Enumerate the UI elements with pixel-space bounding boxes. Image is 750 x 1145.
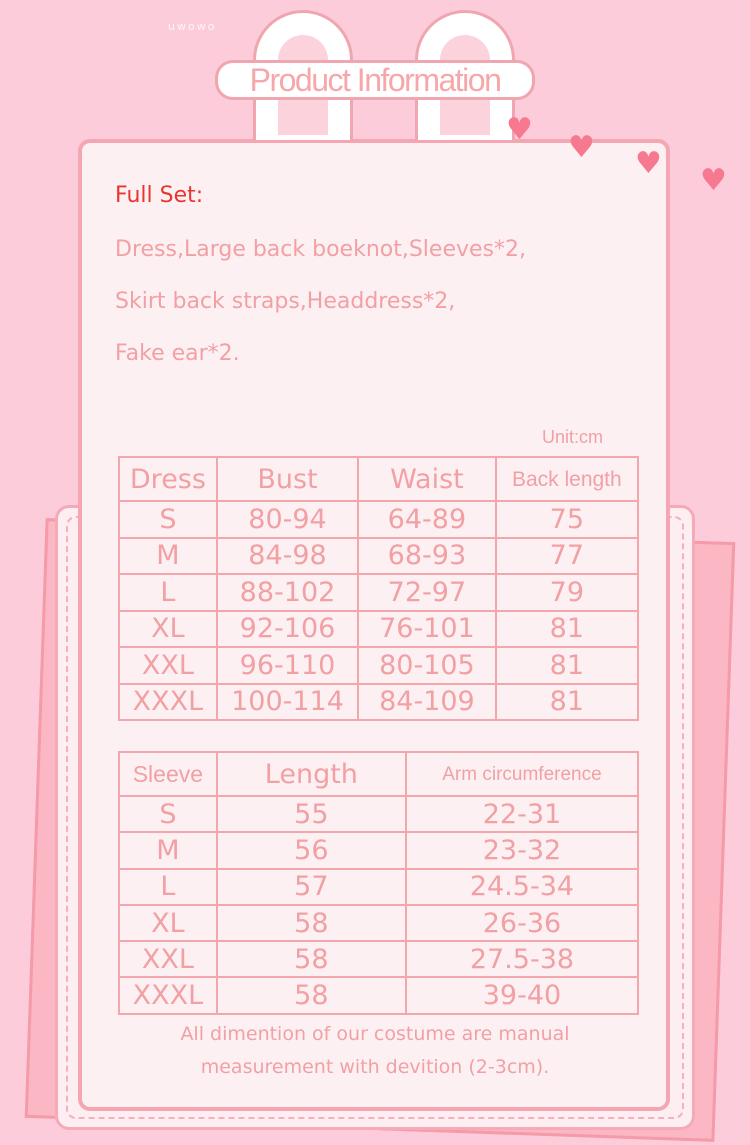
table-cell: M <box>118 831 218 870</box>
full-set-line: Dress,Large back boeknot,Sleeves*2, <box>115 237 526 262</box>
table-cell: L <box>118 867 218 906</box>
header-cell: Back length <box>494 456 640 502</box>
table-cell: XL <box>118 903 218 943</box>
table-cell: 96-110 <box>215 646 360 685</box>
table-row: S 55 22-31 <box>118 794 640 834</box>
table-cell: 68-93 <box>357 536 497 575</box>
note-line: measurement with devition (2-3cm). <box>200 1056 550 1078</box>
full-set-line: Skirt back straps,Headdress*2, <box>115 289 456 314</box>
title-banner: Product Information <box>215 10 535 140</box>
table-cell: 84-98 <box>215 536 360 575</box>
table-cell: 58 <box>215 940 407 979</box>
table-cell: XXXL <box>118 682 218 721</box>
page-title: Product Information <box>215 60 535 100</box>
table-cell: XL <box>118 609 218 648</box>
table-row: XXXL 100-114 84-109 81 <box>118 682 640 721</box>
table-row: L 57 24.5-34 <box>118 867 640 906</box>
table-cell: 88-102 <box>215 573 360 612</box>
table-cell: M <box>118 536 218 575</box>
brand-logo: uwowo <box>168 20 217 33</box>
table-row: XL 58 26-36 <box>118 903 640 943</box>
table-row: S 80-94 64-89 75 <box>118 500 640 539</box>
table-row: XXL 96-110 80-105 81 <box>118 646 640 685</box>
header-cell: Sleeve <box>118 751 218 797</box>
table-cell: S <box>118 500 218 539</box>
full-set-line: Fake ear*2. <box>115 341 240 366</box>
table-header-row: Sleeve Length Arm circumference <box>118 751 640 797</box>
heart-icon: ♥ <box>568 130 595 165</box>
header-cell: Bust <box>215 456 360 502</box>
table-cell: 57 <box>215 867 407 906</box>
table-cell: 64-89 <box>357 500 497 539</box>
measurement-note: All dimention of our costume are manual … <box>100 1018 650 1084</box>
table-row: XXXL 58 39-40 <box>118 976 640 1015</box>
table-cell: L <box>118 573 218 612</box>
table-cell: 80-105 <box>357 646 497 685</box>
table-cell: 58 <box>215 976 407 1015</box>
table-cell: 22-31 <box>404 794 640 834</box>
table-cell: 23-32 <box>404 831 640 870</box>
table-cell: 81 <box>494 609 640 648</box>
table-cell: 58 <box>215 903 407 943</box>
table-cell: 72-97 <box>357 573 497 612</box>
header-cell: Length <box>215 751 407 797</box>
header-cell: Dress <box>118 456 218 502</box>
table-cell: 75 <box>494 500 640 539</box>
table-header-row: Dress Bust Waist Back length <box>118 456 640 502</box>
heart-icon: ♥ <box>635 146 662 181</box>
table-cell: XXL <box>118 940 218 979</box>
table-cell: XXL <box>118 646 218 685</box>
table-cell: 24.5-34 <box>404 867 640 906</box>
dress-size-table: Dress Bust Waist Back length S 80-94 64-89… <box>118 456 640 721</box>
table-cell: 26-36 <box>404 903 640 943</box>
table-cell: 77 <box>494 536 640 575</box>
table-row: M 56 23-32 <box>118 831 640 870</box>
table-cell: 55 <box>215 794 407 834</box>
note-line: All dimention of our costume are manual <box>180 1023 570 1045</box>
table-row: M 84-98 68-93 77 <box>118 536 640 575</box>
header-cell: Arm circumference <box>404 751 640 797</box>
table-row: XXL 58 27.5-38 <box>118 940 640 979</box>
table-cell: 92-106 <box>215 609 360 648</box>
table-cell: 84-109 <box>357 682 497 721</box>
table-row: L 88-102 72-97 79 <box>118 573 640 612</box>
table-cell: 80-94 <box>215 500 360 539</box>
table-row: XL 92-106 76-101 81 <box>118 609 640 648</box>
unit-label: Unit:cm <box>542 427 604 447</box>
table-cell: S <box>118 794 218 834</box>
table-cell: 76-101 <box>357 609 497 648</box>
heart-icon: ♥ <box>506 112 533 147</box>
table-cell: 81 <box>494 682 640 721</box>
heart-icon: ♥ <box>700 163 727 198</box>
table-cell: XXXL <box>118 976 218 1015</box>
table-cell: 100-114 <box>215 682 360 721</box>
sleeve-size-table: Sleeve Length Arm circumference S 55 22-31… <box>118 751 640 1015</box>
full-set-heading: Full Set: <box>115 183 204 208</box>
table-cell: 81 <box>494 646 640 685</box>
table-cell: 79 <box>494 573 640 612</box>
table-cell: 39-40 <box>404 976 640 1015</box>
table-cell: 27.5-38 <box>404 940 640 979</box>
table-cell: 56 <box>215 831 407 870</box>
header-cell: Waist <box>357 456 497 502</box>
